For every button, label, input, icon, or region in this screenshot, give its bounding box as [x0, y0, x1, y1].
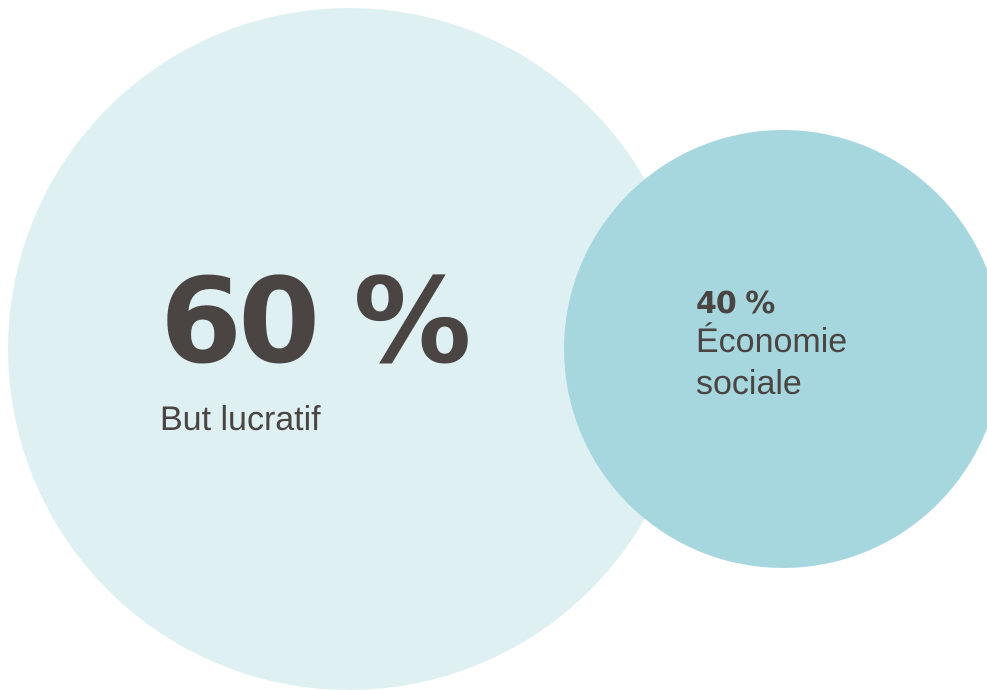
label-economie-sociale: 40 % Économie sociale	[696, 288, 896, 404]
category-label-but-lucratif: But lucratif	[160, 400, 321, 438]
label-but-lucratif: 60 % But lucratif	[160, 252, 472, 438]
value-label-but-lucratif: 60 %	[160, 252, 472, 390]
bubble-economie-sociale	[564, 130, 987, 568]
category-label-economie-sociale: Économie sociale	[696, 322, 848, 402]
value-label-economie-sociale: 40 %	[696, 286, 775, 321]
